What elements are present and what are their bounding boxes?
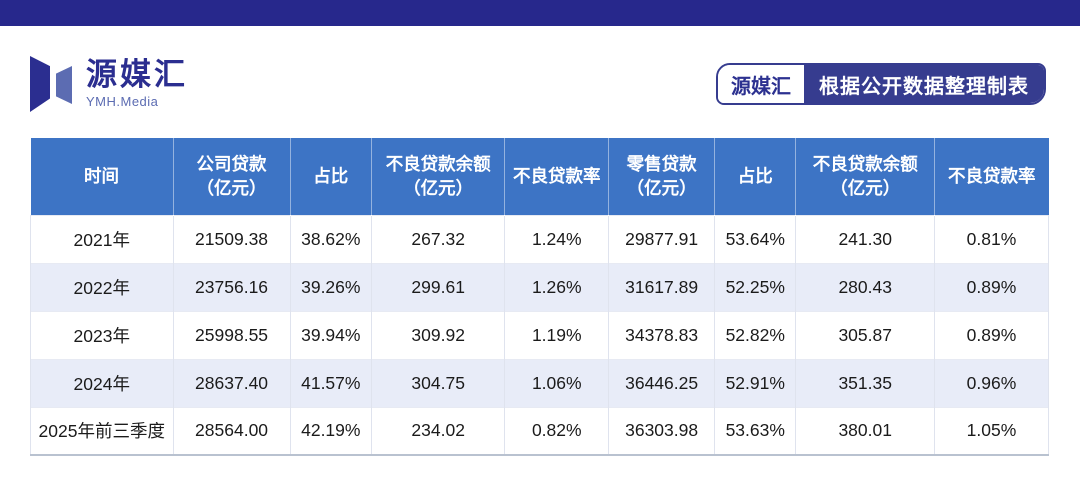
table-container: 时间 公司贷款 （亿元） 占比 不良贷款余额 （亿元） 不良贷款率 零售贷款 （亿元） 占比…: [0, 136, 1080, 456]
table-cell: 36303.98: [608, 406, 716, 456]
credit-badge-text: 根据公开数据整理制表: [804, 65, 1044, 103]
brand-text: 源媒汇 YMH.Media: [86, 59, 188, 108]
table-cell: 31617.89: [608, 262, 716, 311]
table-row: 2022年 23756.16 39.26% 299.61 1.26% 31617.89 52…: [30, 262, 1050, 311]
table-cell: 1.24%: [504, 214, 610, 263]
column-header: 时间: [30, 138, 174, 215]
header-row: 时间 公司贷款 （亿元） 占比 不良贷款余额 （亿元） 不良贷款率 零售贷款 （亿元） 占比…: [30, 138, 1049, 215]
table-cell: 52.91%: [714, 358, 797, 407]
table-cell: 2024年: [30, 358, 174, 407]
table-cell: 2025年前三季度: [30, 406, 174, 456]
table-cell: 241.30: [795, 214, 935, 263]
table-cell: 280.43: [795, 262, 935, 311]
table-cell: 53.63%: [714, 406, 797, 456]
table-cell: 351.35: [795, 358, 935, 407]
brand-logo: 源媒汇 YMH.Media: [30, 55, 188, 113]
table-body: 2021年 21509.38 38.62% 267.32 1.24% 29877.91 53…: [30, 214, 1050, 456]
table-cell: 52.25%: [714, 262, 797, 311]
brand-subtitle: YMH.Media: [86, 93, 159, 109]
table-head: 时间 公司贷款 （亿元） 占比 不良贷款余额 （亿元） 不良贷款率 零售贷款 （亿元） 占比…: [30, 138, 1049, 215]
table-cell: 1.06%: [504, 358, 610, 407]
table-cell: 34378.83: [608, 310, 716, 359]
table-cell: 299.61: [371, 262, 506, 311]
column-header: 公司贷款 （亿元）: [173, 138, 291, 215]
brand-name: 源媒汇: [86, 57, 188, 93]
table-cell: 234.02: [371, 406, 506, 456]
table-cell: 53.64%: [714, 214, 797, 263]
table-cell: 39.26%: [289, 262, 373, 311]
table-row: 2025年前三季度 28564.00 42.19% 234.02 0.82% 36303.…: [30, 406, 1050, 456]
table-cell: 25998.55: [172, 310, 291, 359]
table-cell: 0.96%: [933, 358, 1050, 407]
table-cell: 29877.91: [608, 214, 716, 263]
brand-logo-icon: [30, 55, 78, 113]
table-cell: 0.81%: [933, 214, 1050, 263]
credit-badge: 源媒汇 根据公开数据整理制表: [716, 63, 1046, 105]
table-cell: 23756.16: [172, 262, 291, 311]
column-header: 占比: [714, 138, 797, 215]
credit-badge-label: 源媒汇: [718, 65, 804, 103]
table-cell: 2021年: [30, 214, 174, 263]
header: 源媒汇 YMH.Media 源媒汇 根据公开数据整理制表: [0, 26, 1080, 136]
table-cell: 38.62%: [289, 214, 373, 263]
column-header: 不良贷款率: [934, 138, 1049, 215]
table-cell: 304.75: [371, 358, 506, 407]
column-header: 不良贷款余额 （亿元）: [795, 138, 935, 215]
table-row: 2021年 21509.38 38.62% 267.32 1.24% 29877.91 53…: [30, 214, 1050, 263]
table-cell: 39.94%: [289, 310, 373, 359]
table-cell: 52.82%: [714, 310, 797, 359]
table-cell: 380.01: [795, 406, 935, 456]
table-cell: 28564.00: [172, 406, 291, 456]
table-cell: 267.32: [371, 214, 506, 263]
logo-dark-shape: [30, 56, 50, 112]
table-cell: 309.92: [371, 310, 506, 359]
table-cell: 2023年: [30, 310, 174, 359]
top-accent-bar: [0, 0, 1080, 26]
table-cell: 1.19%: [504, 310, 610, 359]
table-cell: 0.82%: [504, 406, 610, 456]
column-header: 占比: [290, 138, 373, 215]
table-cell: 28637.40: [172, 358, 291, 407]
column-header: 零售贷款 （亿元）: [608, 138, 716, 215]
table-cell: 0.89%: [933, 262, 1050, 311]
table-row: 2024年 28637.40 41.57% 304.75 1.06% 36446.25 52…: [30, 358, 1050, 407]
table-row: 2023年 25998.55 39.94% 309.92 1.19% 34378.83 52…: [30, 310, 1050, 359]
table-cell: 1.26%: [504, 262, 610, 311]
table-cell: 36446.25: [608, 358, 716, 407]
table-cell: 1.05%: [933, 406, 1050, 456]
column-header: 不良贷款率: [504, 138, 610, 215]
column-header: 不良贷款余额 （亿元）: [371, 138, 506, 215]
data-table: 时间 公司贷款 （亿元） 占比 不良贷款余额 （亿元） 不良贷款率 零售贷款 （亿元） 占比…: [30, 138, 1050, 456]
table-cell: 21509.38: [172, 214, 291, 263]
table-cell: 41.57%: [289, 358, 373, 407]
logo-light-shape: [56, 66, 72, 104]
table-cell: 2022年: [30, 262, 174, 311]
table-cell: 0.89%: [933, 310, 1050, 359]
table-cell: 305.87: [795, 310, 935, 359]
table-cell: 42.19%: [289, 406, 373, 456]
